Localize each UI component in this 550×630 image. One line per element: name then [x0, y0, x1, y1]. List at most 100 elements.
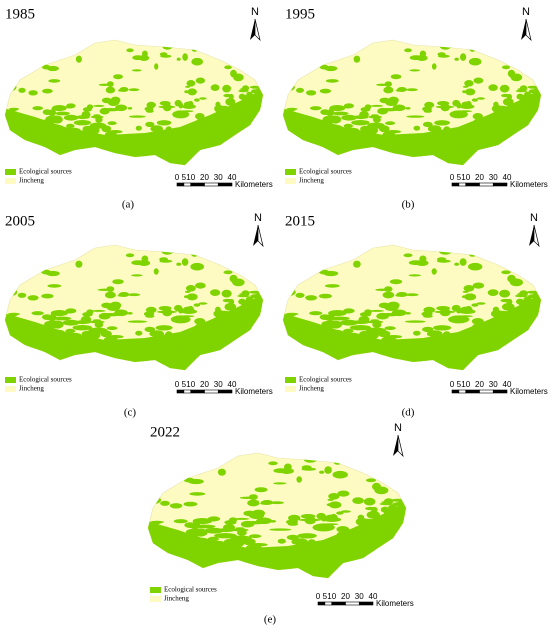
ecological-patch [439, 42, 452, 50]
ecological-patch [249, 543, 268, 547]
ecological-patch [502, 262, 514, 267]
ecological-patch [215, 101, 221, 108]
ecological-patch [180, 540, 187, 544]
ecological-patch [373, 354, 388, 363]
ecological-patch [486, 251, 494, 255]
ecological-patch [86, 309, 94, 315]
ecological-patch [285, 129, 305, 134]
north-label: N [251, 6, 259, 18]
ecological-patch [284, 463, 292, 471]
ecological-patch [511, 123, 526, 128]
ecological-patch [337, 490, 350, 497]
ecological-patch [190, 262, 204, 271]
ecological-patch [212, 115, 225, 122]
ecological-patch [530, 115, 540, 119]
ecological-patch [97, 153, 107, 157]
ecological-patch [232, 43, 241, 47]
ecological-patch [9, 359, 28, 362]
ecological-patch [90, 346, 97, 351]
ecological-patch [502, 334, 510, 338]
ecological-patch [169, 342, 179, 350]
north-arrow-right [525, 18, 532, 42]
ecological-patch [132, 55, 144, 61]
ecological-patch [277, 552, 295, 555]
ecological-patch [41, 151, 52, 160]
ecological-patch [400, 148, 416, 155]
ecological-patch [419, 50, 427, 58]
scale-segment [204, 389, 219, 394]
ecological-patch [12, 152, 30, 155]
ecological-patch [238, 89, 249, 93]
ecological-patch [225, 528, 231, 532]
legend-swatch [285, 386, 296, 392]
ecological-patch [94, 321, 104, 328]
ecological-patch [234, 123, 248, 128]
ecological-patch [522, 93, 534, 100]
ecological-patch [311, 550, 323, 558]
ecological-patch [460, 306, 473, 312]
ecological-patch [79, 341, 95, 348]
ecological-patch [360, 125, 372, 133]
ecological-patch [81, 330, 95, 338]
ecological-patch [224, 317, 243, 324]
north-arrow-left [521, 19, 526, 40]
ecological-patch [336, 526, 350, 533]
ecological-patch [481, 357, 488, 360]
ecological-patch [150, 348, 157, 356]
ecological-patch [181, 258, 189, 266]
ecological-patch [469, 356, 475, 359]
ecological-patch [296, 476, 302, 483]
ecological-patch [531, 292, 541, 300]
ecological-patch [290, 343, 296, 348]
ecological-patch [63, 127, 69, 135]
ecological-patch [150, 567, 173, 570]
ecological-patch [148, 573, 155, 577]
ecological-patch [524, 110, 531, 114]
ecological-patch [375, 153, 385, 157]
north-arrow-left [250, 19, 255, 40]
ecological-patch [8, 143, 22, 148]
ecological-patch [250, 123, 261, 127]
legend-swatch [285, 377, 296, 383]
ecological-patch [250, 310, 263, 314]
ecological-patch [36, 132, 41, 139]
ecological-patch [400, 352, 414, 355]
ecological-patch [322, 553, 345, 557]
ecological-patch [436, 306, 450, 311]
legend-swatch [150, 596, 161, 602]
ecological-patch [210, 135, 221, 139]
ecological-patch [372, 321, 382, 328]
ecological-patch [283, 262, 292, 267]
ecological-patch [305, 52, 318, 58]
scale-tick-label: 10 [327, 592, 336, 601]
ecological-patch [509, 43, 519, 47]
ecological-patch [167, 547, 175, 551]
ecological-patch [5, 57, 13, 62]
ecological-patch [502, 347, 513, 354]
ecological-patch [101, 302, 113, 309]
ecological-patch [67, 127, 81, 133]
scale-tick-label: 20 [200, 173, 209, 182]
ecological-patch [148, 542, 172, 547]
ecological-patch [113, 74, 123, 80]
scale-tick-label: 10 [186, 380, 195, 389]
ecological-patch [516, 103, 529, 112]
ecological-patch [101, 125, 112, 133]
ecological-patch [225, 112, 242, 119]
ecological-patch [222, 144, 233, 150]
scale-tick-label: 30 [214, 380, 223, 389]
ecological-patch [472, 113, 483, 120]
ecological-patch [322, 539, 344, 546]
ecological-patch [416, 356, 428, 363]
ecological-patch [468, 262, 483, 271]
ecological-patch [476, 97, 485, 100]
ecological-patch [483, 51, 496, 54]
ecological-patch [341, 510, 351, 513]
ecological-patch [352, 497, 364, 504]
ecological-patch [471, 318, 484, 325]
ecological-patch [458, 345, 479, 349]
ecological-patch [376, 83, 389, 86]
ecological-patch [364, 104, 372, 110]
ecological-patch [260, 556, 268, 560]
scale-segment [451, 389, 460, 394]
